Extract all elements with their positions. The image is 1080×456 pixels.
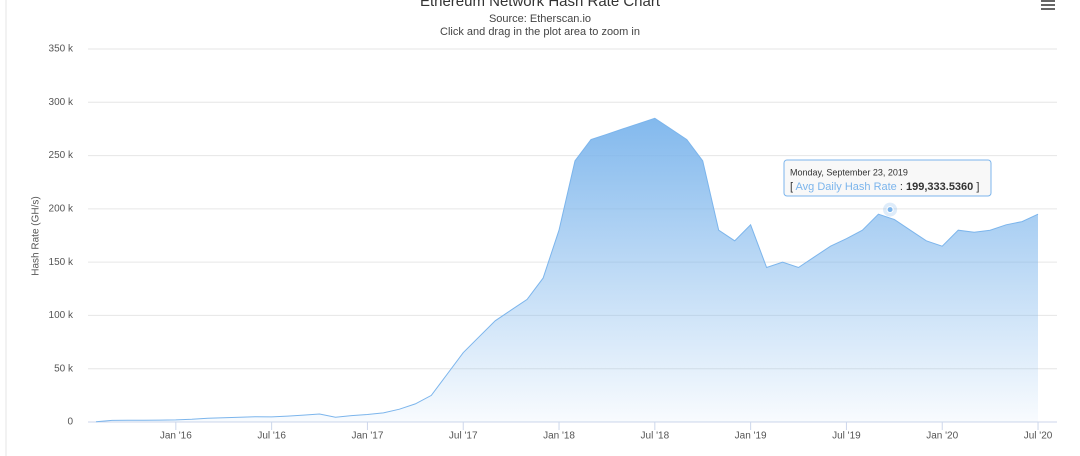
zoom-hint: Click and drag in the plot area to zoom … — [440, 26, 640, 38]
y-tick-label: 350 k — [49, 44, 74, 55]
y-tick-label: 300 k — [49, 97, 74, 108]
x-tick-label: Jul '18 — [641, 431, 670, 442]
hover-point-core — [886, 206, 894, 214]
x-tick-label: Jul '17 — [449, 431, 478, 442]
x-tick-label: Jan '16 — [160, 431, 192, 442]
tooltip-box — [783, 159, 992, 197]
x-tick-label: Jan '17 — [351, 431, 383, 442]
x-tick-label: Jan '19 — [735, 431, 767, 442]
tooltip-row: [ Avg Daily Hash Rate : 199,333.5360 ] — [790, 181, 979, 193]
x-tick-label: Jan '20 — [926, 431, 958, 442]
area-line — [95, 117, 1039, 423]
tooltip-value: 199,333.5360 — [906, 181, 973, 193]
tooltip-separator: : — [900, 181, 903, 193]
menu-button[interactable] — [1040, 0, 1056, 12]
x-tick-label: Jul '20 — [1024, 431, 1053, 442]
y-tick-label: 150 k — [49, 257, 74, 268]
y-tick-label: 50 k — [54, 363, 74, 374]
tooltip-series: Avg Daily Hash Rate — [796, 181, 897, 193]
y-tick-label: 100 k — [49, 310, 74, 321]
y-axis-title: Hash Rate (GH/s) — [31, 196, 42, 275]
y-tick-label: 200 k — [49, 203, 74, 214]
tooltip-bracket: ] — [976, 181, 979, 193]
tooltip-date: Monday, September 23, 2019 — [790, 167, 908, 177]
x-tick-label: Jan '18 — [543, 431, 575, 442]
x-tick-label: Jul '19 — [832, 431, 861, 442]
x-tick-label: Jul '16 — [257, 431, 286, 442]
area-fill — [96, 118, 1038, 423]
y-tick-label: 0 — [67, 417, 73, 428]
y-tick-label: 250 k — [49, 150, 74, 161]
chart-title: Ethereum Network Hash Rate Chart — [420, 0, 661, 10]
chart-subtitle: Source: Etherscan.io — [489, 13, 591, 25]
menu-bar — [1041, 4, 1055, 6]
tooltip-bracket: [ — [790, 181, 793, 193]
menu-bar — [1041, 0, 1055, 2]
menu-bar — [1041, 8, 1055, 10]
